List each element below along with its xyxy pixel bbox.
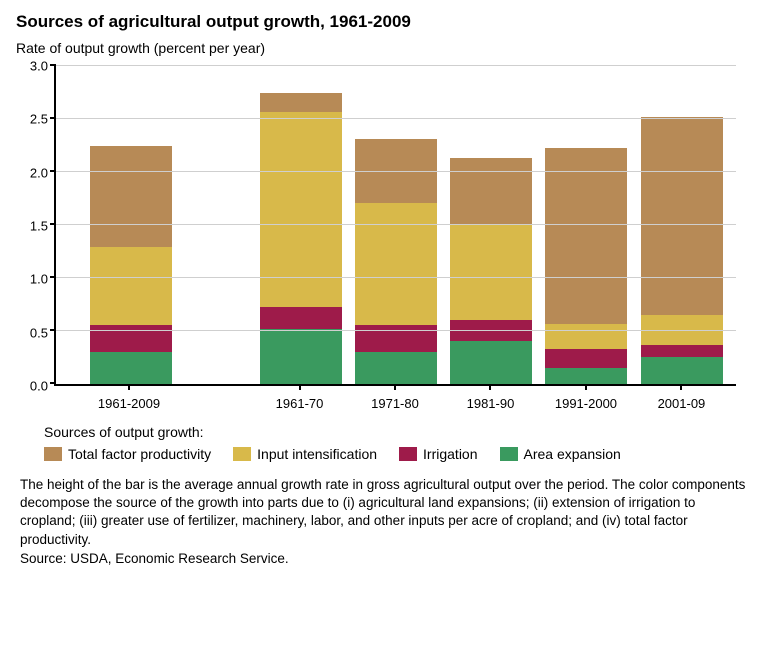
x-tick-label: 1961-70 <box>276 396 324 411</box>
chart-caption: The height of the bar is the average ann… <box>20 476 750 549</box>
y-tick-label: 0.5 <box>30 325 48 340</box>
bar-segment-area-expansion <box>355 352 437 384</box>
legend-label: Area expansion <box>524 446 621 462</box>
bar-segment-input-intensification <box>90 247 172 325</box>
x-tick-mark <box>680 384 682 390</box>
bar-segment-area-expansion <box>260 329 342 384</box>
bar <box>545 148 627 384</box>
bar-segment-total-factor-productivity <box>90 146 172 247</box>
legend-item-input-intensification: Input intensification <box>233 446 377 462</box>
x-tick-label: 1981-90 <box>467 396 515 411</box>
bar-segment-irrigation <box>641 345 723 358</box>
gridline <box>56 224 736 225</box>
y-tick-label: 1.5 <box>30 219 48 234</box>
gridline <box>56 277 736 278</box>
y-axis: 0.00.51.01.52.02.53.0 <box>16 66 54 386</box>
legend-swatch <box>399 447 417 461</box>
x-tick-label: 1971-80 <box>371 396 419 411</box>
bar <box>355 139 437 384</box>
legend-label: Input intensification <box>257 446 377 462</box>
y-tick-mark <box>50 276 56 278</box>
y-tick-label: 2.0 <box>30 165 48 180</box>
bars-container <box>56 66 736 384</box>
bar-segment-area-expansion <box>545 368 627 384</box>
bar <box>90 146 172 384</box>
legend-label: Total factor productivity <box>68 446 211 462</box>
bar <box>260 93 342 384</box>
chart-title: Sources of agricultural output growth, 1… <box>16 12 752 32</box>
legend-item-area-expansion: Area expansion <box>500 446 621 462</box>
plot-area <box>54 66 736 386</box>
x-tick-mark <box>489 384 491 390</box>
y-tick-mark <box>50 117 56 119</box>
y-tick-mark <box>50 382 56 384</box>
legend-swatch <box>233 447 251 461</box>
gridline <box>56 330 736 331</box>
bar-segment-irrigation <box>545 349 627 368</box>
bar-segment-total-factor-productivity <box>450 158 532 224</box>
y-tick-label: 3.0 <box>30 59 48 74</box>
bar-segment-input-intensification <box>545 324 627 349</box>
gridline <box>56 118 736 119</box>
bar-segment-total-factor-productivity <box>641 117 723 314</box>
x-tick-mark <box>394 384 396 390</box>
gridline <box>56 171 736 172</box>
x-tick-mark <box>299 384 301 390</box>
bar <box>450 158 532 384</box>
legend-label: Irrigation <box>423 446 477 462</box>
y-tick-mark <box>50 64 56 66</box>
bar-segment-irrigation <box>260 307 342 328</box>
bar <box>641 117 723 384</box>
chart-source: Source: USDA, Economic Research Service. <box>20 551 752 566</box>
gridline <box>56 65 736 66</box>
bar-segment-area-expansion <box>641 357 723 384</box>
y-tick-mark <box>50 223 56 225</box>
legend-swatch <box>500 447 518 461</box>
y-tick-label: 1.0 <box>30 272 48 287</box>
bar-segment-input-intensification <box>355 203 437 326</box>
bar-segment-total-factor-productivity <box>260 93 342 112</box>
legend: Sources of output growth: Total factor p… <box>44 424 752 462</box>
y-tick-mark <box>50 329 56 331</box>
y-tick-label: 2.5 <box>30 112 48 127</box>
legend-swatch <box>44 447 62 461</box>
bar-segment-input-intensification <box>450 224 532 320</box>
x-tick-mark <box>128 384 130 390</box>
bar-segment-area-expansion <box>450 341 532 384</box>
bar-segment-total-factor-productivity <box>545 148 627 324</box>
x-tick-mark <box>585 384 587 390</box>
x-tick-label: 2001-09 <box>658 396 706 411</box>
chart-subtitle: Rate of output growth (percent per year) <box>16 40 752 56</box>
y-tick-mark <box>50 170 56 172</box>
y-tick-label: 0.0 <box>30 379 48 394</box>
x-tick-label: 1961-2009 <box>98 396 160 411</box>
legend-title: Sources of output growth: <box>44 424 752 440</box>
legend-item-irrigation: Irrigation <box>399 446 477 462</box>
legend-row: Total factor productivity Input intensifi… <box>44 446 752 462</box>
x-axis: 1961-2009 1961-70 1971-80 1981-90 1991-2000 2… <box>54 390 736 416</box>
bar-segment-area-expansion <box>90 352 172 384</box>
x-tick-label: 1991-2000 <box>555 396 617 411</box>
legend-item-total-factor-productivity: Total factor productivity <box>44 446 211 462</box>
chart-area: 0.00.51.01.52.02.53.0 1961-20091961-7019… <box>16 66 736 416</box>
